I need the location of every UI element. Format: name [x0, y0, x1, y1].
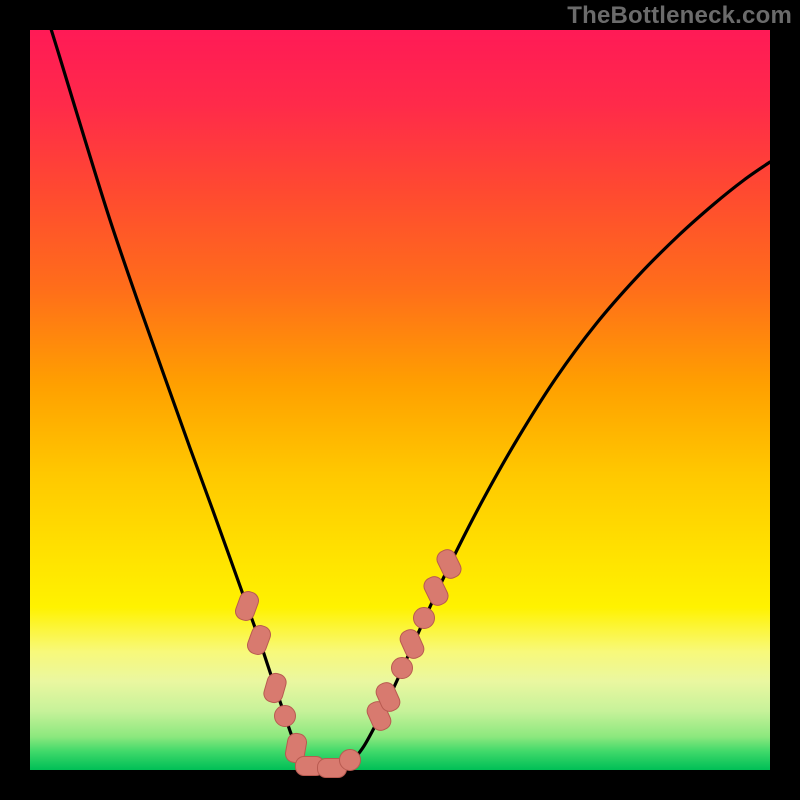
curve-marker — [413, 607, 435, 629]
plot-area — [30, 30, 770, 770]
curve-marker — [391, 657, 413, 679]
curve-marker — [274, 705, 296, 727]
chart-stage: TheBottleneck.com — [0, 0, 800, 800]
curve-marker — [339, 749, 361, 771]
curve-left — [42, 30, 313, 769]
watermark-text: TheBottleneck.com — [567, 2, 792, 30]
